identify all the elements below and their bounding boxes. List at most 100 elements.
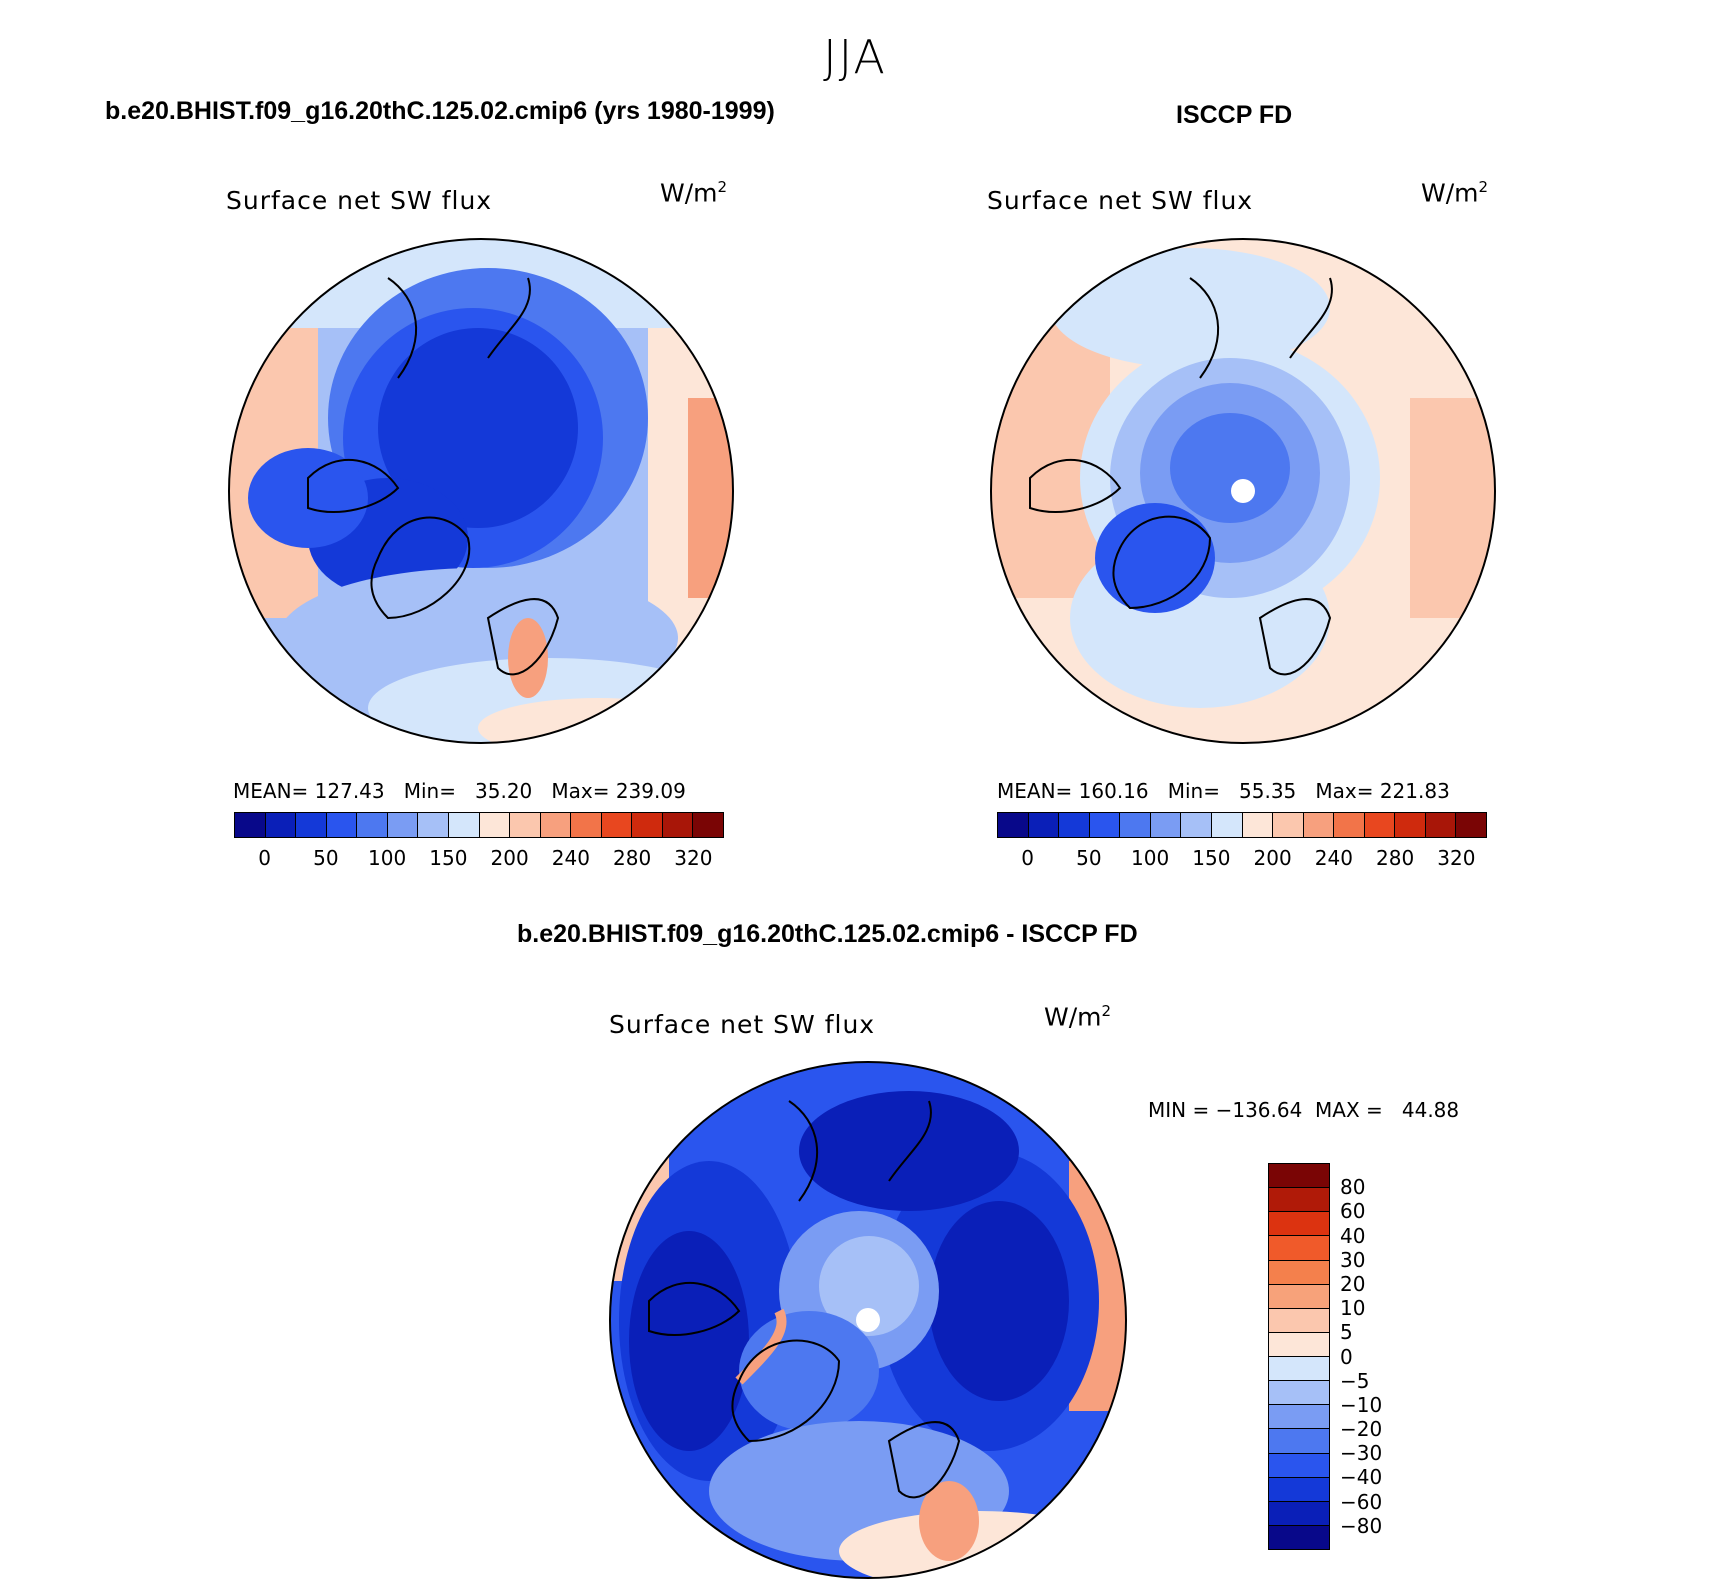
- model-colorbar-cell: [632, 813, 663, 837]
- diff-variable-label: Surface net SW flux: [609, 1010, 876, 1039]
- diff-colorbar-cell: [1269, 1501, 1329, 1526]
- diff-colorbar-tick-label: −20: [1340, 1417, 1383, 1442]
- obs-colorbar-cell: [1150, 813, 1182, 837]
- diff-colorbar-tick-label: 0: [1340, 1344, 1353, 1369]
- obs-colorbar-tick-label: 320: [1437, 846, 1476, 870]
- diff-colorbar-tick-label: −30: [1340, 1441, 1383, 1466]
- obs-colorbar-cell: [1120, 813, 1151, 837]
- model-colorbar-cell: [235, 813, 266, 837]
- model-colorbar-tick-label: 0: [258, 846, 271, 870]
- model-colorbar-tick-label: 150: [429, 846, 468, 870]
- model-colorbar-tick-label: 200: [490, 846, 529, 870]
- diff-colorbar-cell: [1269, 1429, 1329, 1454]
- diff-colorbar-cell: [1269, 1405, 1329, 1430]
- diff-polar-map: [609, 1061, 1127, 1579]
- model-variable-label: Surface net SW flux: [226, 186, 493, 215]
- diff-stats: MIN = −136.64 MAX = 44.88: [1148, 1098, 1460, 1122]
- diff-colorbar-tick-label: −40: [1340, 1465, 1383, 1490]
- diff-colorbar-tick-label: 80: [1340, 1175, 1366, 1200]
- diff-colorbar-tick-label: 30: [1340, 1247, 1366, 1272]
- diff-colorbar-cell: [1269, 1212, 1329, 1237]
- model-colorbar-cell: [418, 813, 449, 837]
- obs-stats: MEAN= 160.16 Min= 55.35 Max= 221.83: [997, 779, 1450, 803]
- obs-colorbar-cell: [1334, 813, 1365, 837]
- model-colorbar-cell: [510, 813, 541, 837]
- model-polar-map: [228, 238, 734, 744]
- model-colorbar-tick-label: 280: [613, 846, 652, 870]
- diff-colorbar-cell: [1269, 1308, 1329, 1333]
- obs-colorbar-ticks: 0 50 100 150 200 240 280 320: [997, 846, 1487, 872]
- model-colorbar-cell: [296, 813, 327, 837]
- obs-case-title: ISCCP FD: [1176, 101, 1293, 129]
- diff-unit-label: W/m2: [1044, 1002, 1112, 1032]
- obs-colorbar-cell: [1456, 813, 1486, 837]
- obs-colorbar-cell: [1089, 813, 1121, 837]
- diff-case-title: b.e20.BHIST.f09_g16.20thC.125.02.cmip6 -…: [517, 920, 1138, 948]
- model-colorbar-cell: [479, 813, 511, 837]
- obs-colorbar-tick-label: 150: [1192, 846, 1231, 870]
- obs-colorbar-cell: [1028, 813, 1060, 837]
- model-stats: MEAN= 127.43 Min= 35.20 Max= 239.09: [233, 779, 686, 803]
- diff-colorbar-tick-label: 20: [1340, 1271, 1366, 1296]
- obs-colorbar-tick-label: 280: [1376, 846, 1415, 870]
- obs-colorbar: [997, 812, 1487, 838]
- season-title: JJA: [823, 30, 887, 84]
- diff-colorbar-cell: [1269, 1477, 1329, 1502]
- model-colorbar-ticks: 0 50 100 150 200 240 280 320: [234, 846, 724, 872]
- diff-colorbar-tick-label: −60: [1340, 1489, 1383, 1514]
- obs-variable-label: Surface net SW flux: [987, 186, 1254, 215]
- model-colorbar-cell: [571, 813, 602, 837]
- model-colorbar: [234, 812, 724, 838]
- diff-colorbar-cell: [1269, 1284, 1329, 1309]
- model-colorbar-cell: [601, 813, 633, 837]
- diff-colorbar-cell: [1269, 1236, 1329, 1261]
- model-colorbar-tick-label: 240: [551, 846, 590, 870]
- obs-colorbar-tick-label: 0: [1021, 846, 1034, 870]
- diff-colorbar-tick-label: 60: [1340, 1199, 1366, 1224]
- obs-colorbar-tick-label: 100: [1131, 846, 1170, 870]
- diff-colorbar-ticks: 80 60 40 30 20 10 5 0 −5 −10 −20 −30 −40 −60 −80: [1340, 1163, 1400, 1550]
- diff-colorbar-cell: [1269, 1525, 1329, 1549]
- obs-colorbar-tick-label: 240: [1314, 846, 1353, 870]
- obs-polar-map: [990, 238, 1496, 744]
- diff-colorbar-tick-label: −10: [1340, 1392, 1383, 1417]
- model-colorbar-tick-label: 320: [674, 846, 713, 870]
- diff-colorbar-cell: [1269, 1357, 1329, 1382]
- obs-colorbar-tick-label: 50: [1076, 846, 1102, 870]
- obs-unit-label: W/m2: [1421, 178, 1489, 208]
- obs-colorbar-cell: [1181, 813, 1212, 837]
- diff-colorbar-cell: [1269, 1381, 1329, 1406]
- obs-colorbar-cell: [1059, 813, 1090, 837]
- model-colorbar-cell: [693, 813, 723, 837]
- obs-colorbar-cell: [1242, 813, 1274, 837]
- model-case-title: b.e20.BHIST.f09_g16.20thC.125.02.cmip6 (…: [105, 97, 775, 125]
- model-colorbar-tick-label: 100: [368, 846, 407, 870]
- model-colorbar-cell: [326, 813, 358, 837]
- diff-colorbar-tick-label: −80: [1340, 1513, 1383, 1538]
- diff-colorbar-cell: [1269, 1164, 1329, 1189]
- model-colorbar-tick-label: 50: [313, 846, 339, 870]
- model-colorbar-cell: [387, 813, 419, 837]
- model-colorbar-cell: [448, 813, 480, 837]
- diff-colorbar-tick-label: −5: [1340, 1368, 1370, 1393]
- diff-colorbar: [1268, 1163, 1330, 1550]
- diff-colorbar-tick-label: 10: [1340, 1296, 1366, 1321]
- obs-colorbar-cell: [1425, 813, 1457, 837]
- diff-colorbar-cell: [1269, 1453, 1329, 1478]
- diff-colorbar-tick-label: 5: [1340, 1320, 1353, 1345]
- obs-colorbar-cell: [1395, 813, 1426, 837]
- diff-colorbar-cell: [1269, 1332, 1329, 1357]
- model-colorbar-cell: [265, 813, 297, 837]
- model-unit-label: W/m2: [660, 178, 728, 208]
- obs-colorbar-cell: [1273, 813, 1304, 837]
- diff-colorbar-cell: [1269, 1188, 1329, 1213]
- obs-colorbar-cell: [1303, 813, 1335, 837]
- obs-colorbar-cell: [1364, 813, 1396, 837]
- diff-colorbar-cell: [1269, 1260, 1329, 1285]
- model-colorbar-cell: [662, 813, 694, 837]
- obs-colorbar-cell: [998, 813, 1029, 837]
- obs-colorbar-cell: [1211, 813, 1243, 837]
- model-colorbar-cell: [540, 813, 572, 837]
- model-colorbar-cell: [357, 813, 388, 837]
- diff-colorbar-tick-label: 40: [1340, 1223, 1366, 1248]
